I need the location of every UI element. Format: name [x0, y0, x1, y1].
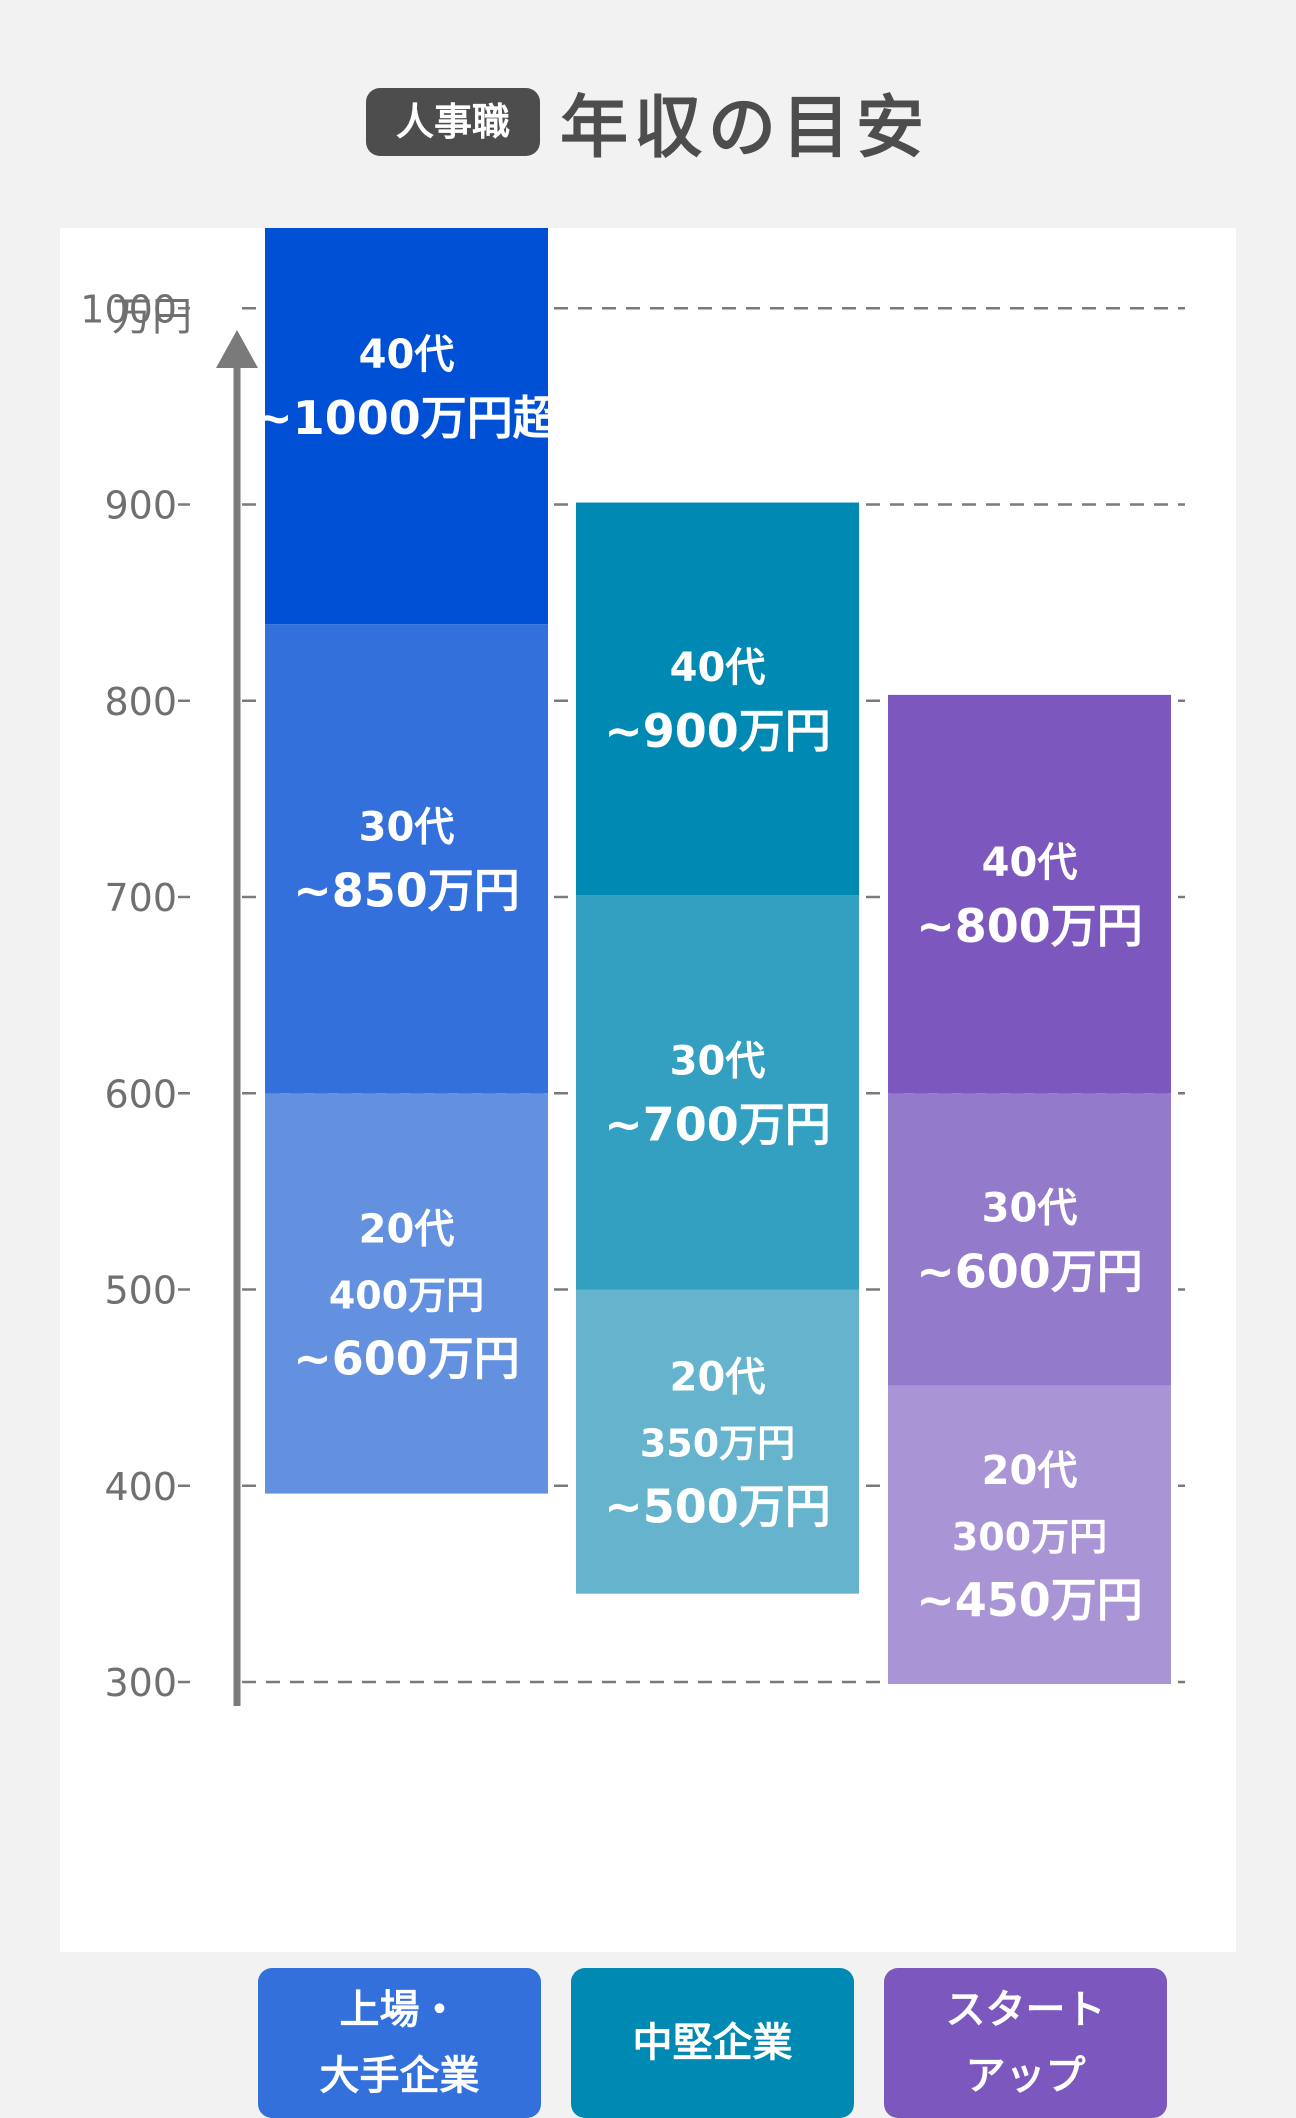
data-label-1-20代-0: 20代	[670, 1355, 766, 1401]
data-label-1-20代-1: 350万円	[640, 1422, 795, 1466]
y-tick-label-900: 900	[104, 484, 177, 528]
bar-0-20代	[265, 1093, 548, 1494]
data-label-1-40代-0: 40代	[670, 645, 766, 691]
data-label-1-30代-1: ~700万円	[604, 1097, 831, 1151]
data-label-2-30代-1: ~600万円	[916, 1244, 1143, 1298]
title-badge: 人事職	[365, 87, 540, 156]
y-tick-label-1000: 1000	[80, 287, 177, 331]
page-title: 年収の目安	[560, 89, 931, 168]
category-label-mid: 中堅企業	[571, 1968, 854, 2118]
bar-0-30代	[265, 624, 548, 1094]
data-label-0-40代-0: 40代	[359, 332, 455, 378]
data-label-0-20代-2: ~600万円	[293, 1331, 520, 1385]
data-label-0-40代-1: ~1000万円超	[254, 391, 560, 445]
data-label-2-40代-0: 40代	[982, 840, 1078, 886]
data-label-1-20代-2: ~500万円	[604, 1480, 831, 1534]
bar-0-40代	[265, 228, 548, 625]
data-label-0-20代-1: 400万円	[329, 1273, 484, 1317]
data-label-0-30代-1: ~850万円	[293, 864, 520, 918]
y-tick-label-700: 700	[104, 876, 177, 920]
chart-card: 3004005006007008009001000110020代400万円~60…	[60, 228, 1236, 2118]
category-label-listed: 上場・ 大手企業	[258, 1968, 541, 2118]
data-label-2-20代-2: ~450万円	[916, 1573, 1143, 1627]
bar-2-40代	[888, 694, 1171, 1094]
data-label-2-30代-0: 30代	[982, 1185, 1078, 1231]
data-label-2-40代-1: ~800万円	[916, 899, 1143, 953]
bar-2-30代	[888, 1093, 1171, 1386]
y-tick-label-300: 300	[104, 1661, 177, 1705]
data-label-1-40代-1: ~900万円	[604, 704, 831, 758]
data-label-0-30代-0: 30代	[359, 805, 455, 851]
y-tick-label-400: 400	[104, 1465, 177, 1509]
data-label-0-20代-0: 20代	[359, 1206, 455, 1252]
data-label-1-30代-0: 30代	[670, 1038, 766, 1084]
y-tick-label-600: 600	[104, 1072, 177, 1116]
data-label-2-20代-1: 300万円	[952, 1515, 1107, 1559]
y-tick-label-500: 500	[104, 1269, 177, 1313]
bar-2-20代	[888, 1385, 1171, 1684]
chart: 3004005006007008009001000110020代400万円~60…	[80, 228, 1185, 1706]
title-row: 人事職 年収の目安	[0, 72, 1296, 171]
bar-1-30代	[576, 895, 859, 1290]
y-axis-arrow-icon	[216, 330, 258, 368]
data-label-2-20代-0: 20代	[982, 1448, 1078, 1494]
bar-1-20代	[576, 1289, 859, 1594]
page: 人事職 年収の目安 300400500600700800900100011002…	[0, 72, 1296, 2118]
y-axis-unit-label: 万円	[112, 294, 192, 340]
y-tick-label-800: 800	[104, 680, 177, 724]
category-label-startup: スタート アップ	[884, 1968, 1167, 2118]
bar-1-40代	[576, 502, 859, 896]
